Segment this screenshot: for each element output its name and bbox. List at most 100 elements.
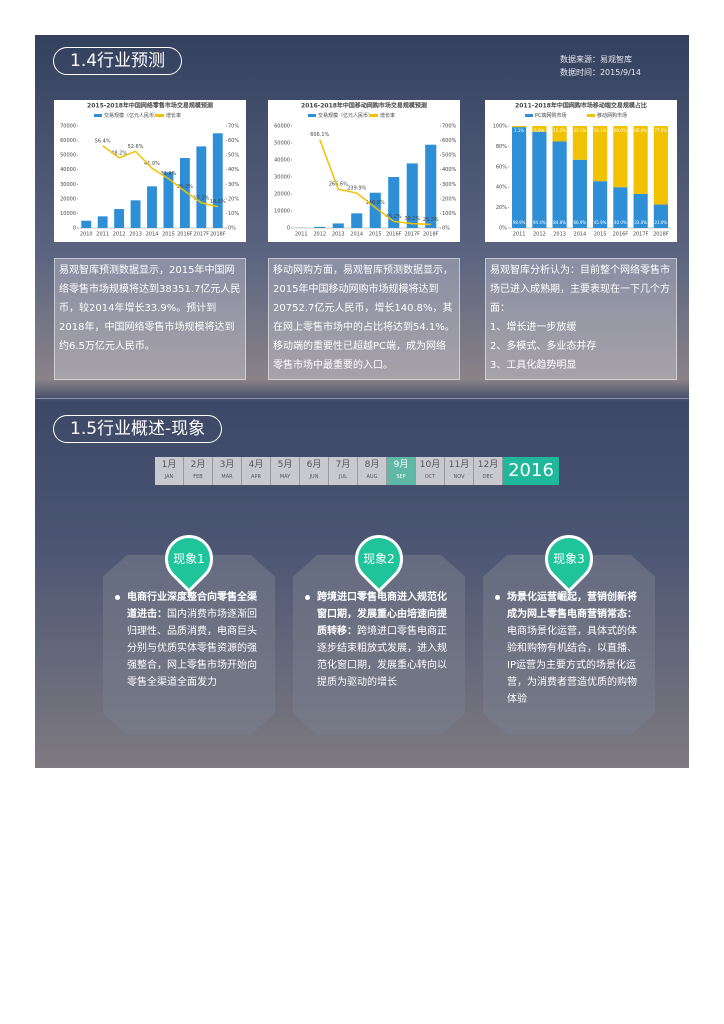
month: 10月 OCT [416,457,445,485]
y-tick-label: 60000 [274,124,290,130]
data-label: 98.9% [513,220,526,225]
y2-tick-label: 200% [442,196,457,202]
legend-label: 增长率 [380,112,395,119]
data-label: 33.4% [634,220,647,225]
card-body: 电商场景化运营，具体式的体验和购物有机结合，以直播、IP运营为主要方式的场景化运… [507,626,637,705]
month-en: APR [251,474,261,480]
source-text: 数据来源：易观智库 [559,55,632,64]
y2-tick-label: 10% [228,211,239,217]
list-item: 2、多模式、多业态并存 [490,341,597,352]
line [102,145,218,208]
y-tick-label: 20000 [274,192,290,198]
y-tick-label: 20% [496,205,507,211]
text-body: 易观智库分析认为：目前整个网络零售市场已进入成熟期，主要表现在一下几个方面： [490,265,670,314]
legend-label: 交易规模（亿元人民币） [318,112,373,119]
month-en: MAY [279,474,291,480]
x-tick-label: 2013 [553,232,566,238]
data-label: 17.3% [193,195,209,201]
bar [406,163,418,228]
bar [97,216,108,228]
chart: 2011-2018年中国网购市场移动端交易规模占比 PC端网购市场 移动网购市场 0%… [493,102,671,238]
data-label: 606.1% [310,132,329,138]
x-tick-label: 2015 [369,232,382,238]
month: 6月 JUN [300,457,329,485]
month-en: SEP [396,474,406,480]
data-label: 48.2% [111,150,127,156]
x-tick-label: 2011 [513,232,526,238]
data-label: 33.9% [160,171,176,177]
month: 7月 JUL [329,457,358,485]
bar [81,220,92,228]
data-label: 77.0% [655,128,668,133]
data-label: 60.0% [614,128,627,133]
y2-tick-label: 20% [228,196,239,202]
chart-title: 2016-2018年中国移动网购市场交易规模预测 [301,102,427,110]
y-tick-label: 0 [73,226,76,232]
card-head: 跨境进口零售电商进入规范化窗口期，发展重心由培速向提质转移： [317,592,447,637]
bar [130,200,141,228]
month-zh: 6月 [306,460,322,470]
bar-segment [593,181,608,228]
card-body: 国内消费市场逐渐回归理性、品质消费，电商巨头分别与优质实体零售资源的强强整合，网… [127,609,257,688]
data-label: 45.9% [594,220,607,225]
data-label: 5.6% [534,128,544,133]
data-label: 66.6% [634,128,647,133]
bar-segment [593,126,608,182]
month-zh: 12月 [477,460,499,470]
y-tick-label: 50000 [274,141,290,147]
x-tick-label: 2018F [653,232,669,238]
x-tick-label: 2016F [613,232,629,238]
card-head: 电商行业深度整合向零售全渠道进击： [127,592,257,620]
month-zh: 2月 [190,460,206,470]
bar [388,177,400,228]
card-text: 跨境进口零售电商进入规范化窗口期，发展重心由培速向提质转移：跨境进口零售电商正逐… [305,589,453,691]
data-label: 94.4% [533,220,546,225]
text-box: 易观智库分析认为：目前整个网络零售市场已进入成熟期，主要表现在一下几个方面： 1、… [485,258,677,380]
bullet [495,595,500,600]
chart-title: 2015-2018年中国网络零售市场交易规模预测 [87,102,213,110]
bar [147,186,157,228]
y-tick-label: 10000 [60,211,76,217]
month-zh: 11月 [448,460,470,470]
text-box: 易观智库预测数据显示，2015年中国网络零售市场规模将达到38351.7亿元人民… [54,258,246,380]
bar [179,158,190,228]
legend-swatch [587,114,595,117]
bar [163,172,174,228]
date-text: 数据时间：2015/9/14 [559,68,641,77]
bar [351,213,363,228]
month-en: JUL [339,474,347,480]
data-label: 266.6% [329,182,348,188]
y2-tick-label: 70% [228,124,239,130]
y-tick-label: 0 [287,226,290,232]
y-tick-label: 60% [496,164,507,170]
bar [332,223,344,228]
year: 2016 [503,457,559,485]
y-tick-label: 40000 [60,167,76,173]
data-label: 14.6% [210,199,226,205]
y-tick-label: 60000 [60,138,76,144]
month: 8月 AUG [358,457,387,485]
month-zh: 7月 [335,460,351,470]
bar-segment [512,126,527,128]
month: 12月 DEC [474,457,503,485]
month: 5月 MAY [271,457,300,485]
y2-tick-label: 700% [442,124,457,130]
month-zh: 3月 [219,460,235,470]
data-label: 1.1% [514,128,524,133]
card-label: 现象1 [173,552,205,566]
y2-tick-label: 300% [442,182,457,188]
card-head: 场景化运营崛起，营销创新将成为网上零售电商营销常态： [507,592,637,620]
data-label: 25.2% [177,184,193,190]
card-text: 电商行业深度整合向零售全渠道进击：国内消费市场逐渐回归理性、品质消费，电商巨头分… [115,589,263,691]
bar-segment [572,159,587,228]
data-label: 66.9% [574,220,587,225]
y2-tick-label: 0% [228,226,236,232]
x-tick-label: 2012 [313,232,326,238]
legend-swatch [525,114,533,117]
month-zh: 10月 [419,460,441,470]
divider [35,398,689,399]
month-en: JUN [309,474,319,480]
bar-segment [572,126,587,160]
